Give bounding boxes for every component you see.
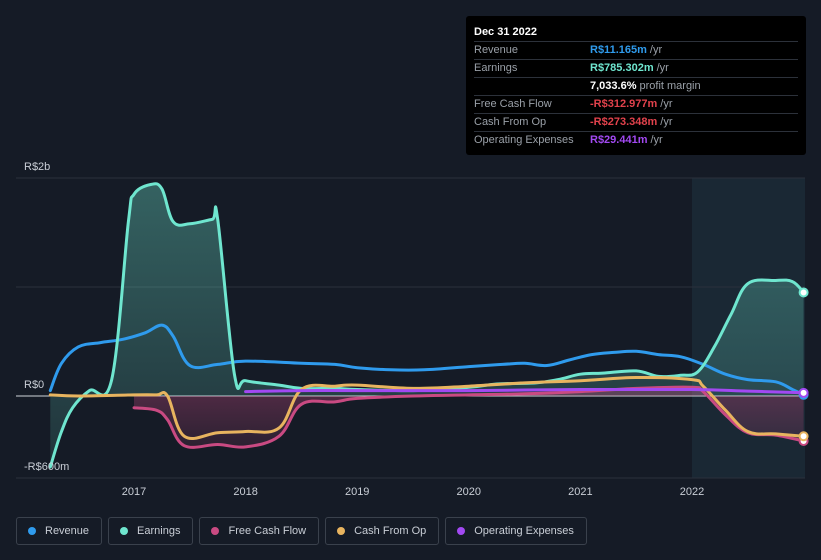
x-axis: 2017 2018 2019 2020 2021 2022: [122, 486, 704, 498]
tooltip-row-unit: /yr: [649, 44, 663, 56]
legend-item-earnings[interactable]: Earnings: [108, 517, 194, 545]
tooltip-row-label: Revenue: [474, 44, 519, 56]
earnings-end-marker: [798, 287, 809, 298]
y-tick-label: R$2b: [24, 161, 50, 173]
legend-item-revenue[interactable]: Revenue: [16, 517, 103, 545]
legend-dot-icon: [28, 527, 36, 535]
legend: Revenue Earnings Free Cash Flow Cash From O…: [16, 517, 593, 545]
legend-item-operating-expenses[interactable]: Operating Expenses: [445, 517, 587, 545]
y-axis: R$2b R$0 -R$600m: [24, 161, 69, 473]
tooltip-row-unit: profit margin: [639, 80, 701, 92]
tooltip-row-value: R$785.302m: [590, 62, 654, 74]
cash-from-op-end-marker: [798, 431, 809, 442]
free-cash-flow-line: [132, 385, 806, 449]
x-tick-label: 2018: [233, 486, 257, 498]
x-tick-label: 2020: [457, 486, 481, 498]
x-tick-label: 2022: [680, 486, 704, 498]
tooltip-date: Dec 31 2022: [474, 24, 798, 42]
x-tick-label: 2021: [568, 486, 592, 498]
tooltip-row: Cash From Op -R$273.348m/yr: [474, 114, 798, 132]
tooltip-row-value: -R$273.348m: [590, 116, 658, 128]
legend-label: Free Cash Flow: [228, 525, 307, 537]
legend-dot-icon: [211, 527, 220, 535]
earnings-line: [48, 182, 806, 469]
legend-label: Revenue: [45, 525, 90, 537]
tooltip-row-value: 7,033.6%: [590, 80, 637, 92]
y-tick-label: R$0: [24, 379, 44, 391]
tooltip-row-value: R$29.441m: [590, 134, 648, 146]
series-fills: [50, 183, 804, 467]
tooltip-row: 7,033.6% profit margin: [474, 78, 798, 96]
legend-dot-icon: [120, 527, 129, 535]
legend-dot-icon: [337, 527, 346, 535]
revenue-line: [48, 323, 806, 397]
x-tick-label: 2019: [345, 486, 369, 498]
tooltip-row: Operating Expenses R$29.441m/yr: [474, 132, 798, 149]
tooltip-row-label: [474, 78, 590, 95]
tooltip-row-unit: /yr: [656, 62, 669, 74]
tooltip-row-unit: /yr: [660, 116, 673, 128]
y-tick-label: -R$600m: [24, 461, 69, 473]
free-cash-flow-area: [134, 387, 804, 448]
earnings-area: [50, 183, 804, 467]
x-tick-label: 2017: [122, 486, 146, 498]
tooltip-row-label: Cash From Op: [474, 116, 547, 128]
tooltip-row-unit: /yr: [650, 134, 663, 146]
end-markers: [798, 287, 809, 446]
tooltip-row-label: Free Cash Flow: [474, 98, 552, 110]
legend-item-free-cash-flow[interactable]: Free Cash Flow: [199, 517, 320, 545]
legend-dot-icon: [457, 527, 466, 535]
tooltip-row-label: Earnings: [474, 62, 518, 74]
tooltip-row-value: -R$312.977m: [590, 98, 658, 110]
legend-label: Operating Expenses: [474, 525, 574, 537]
operating-expenses-end-marker: [798, 387, 809, 398]
tooltip-row-value: R$11.165m: [590, 44, 647, 56]
legend-label: Earnings: [137, 525, 181, 537]
tooltip-row-unit: /yr: [660, 98, 673, 110]
tooltip-row: Earnings R$785.302m/yr: [474, 60, 798, 78]
legend-label: Cash From Op: [354, 525, 427, 537]
operating-expenses-line: [244, 387, 806, 395]
legend-item-cash-from-op[interactable]: Cash From Op: [325, 517, 440, 545]
tooltip-row: Free Cash Flow -R$312.977m/yr: [474, 96, 798, 114]
series-lines: [48, 182, 806, 469]
cash-from-op-line: [48, 375, 806, 441]
tooltip-row-label: Operating Expenses: [474, 134, 574, 146]
tooltip-row: Revenue R$11.165m/yr: [474, 42, 798, 60]
tooltip: Dec 31 2022 Revenue R$11.165m/yr Earnings R…: [466, 16, 806, 155]
